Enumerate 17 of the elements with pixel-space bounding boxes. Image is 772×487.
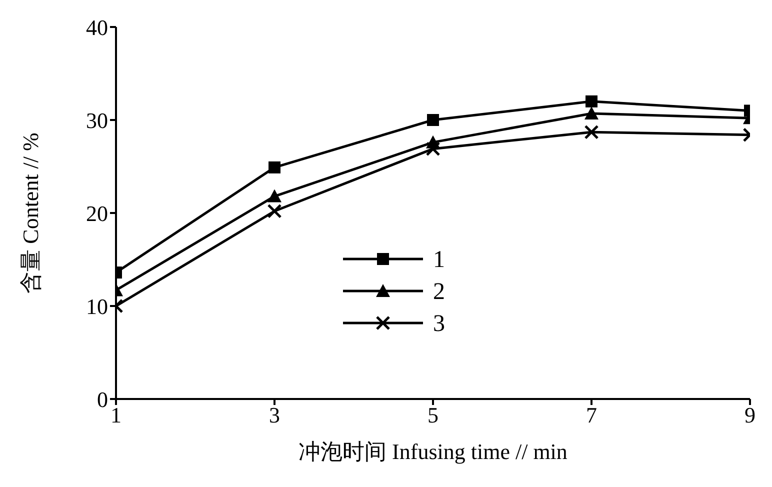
- y-tick-label: 0: [97, 386, 108, 412]
- x-tick-label: 1: [110, 402, 122, 428]
- x-tick-label: 3: [269, 402, 280, 428]
- y-tick-label: 30: [86, 108, 108, 133]
- y-axis-title: 含量 Content // %: [18, 132, 43, 294]
- x-axis-title: 冲泡时间 Infusing time // min: [298, 439, 568, 464]
- y-tick-label: 10: [86, 294, 108, 319]
- x-tick-label: 9: [744, 402, 756, 428]
- point: [427, 114, 439, 126]
- legend-label: 2: [433, 279, 445, 305]
- legend-label: 1: [433, 247, 445, 273]
- y-tick-label: 20: [86, 200, 108, 226]
- y-tick-label: 40: [86, 14, 108, 40]
- x-tick-label: 7: [586, 402, 597, 428]
- x-tick-label: 5: [428, 402, 438, 428]
- point: [426, 142, 440, 156]
- legend-label: 3: [433, 311, 445, 337]
